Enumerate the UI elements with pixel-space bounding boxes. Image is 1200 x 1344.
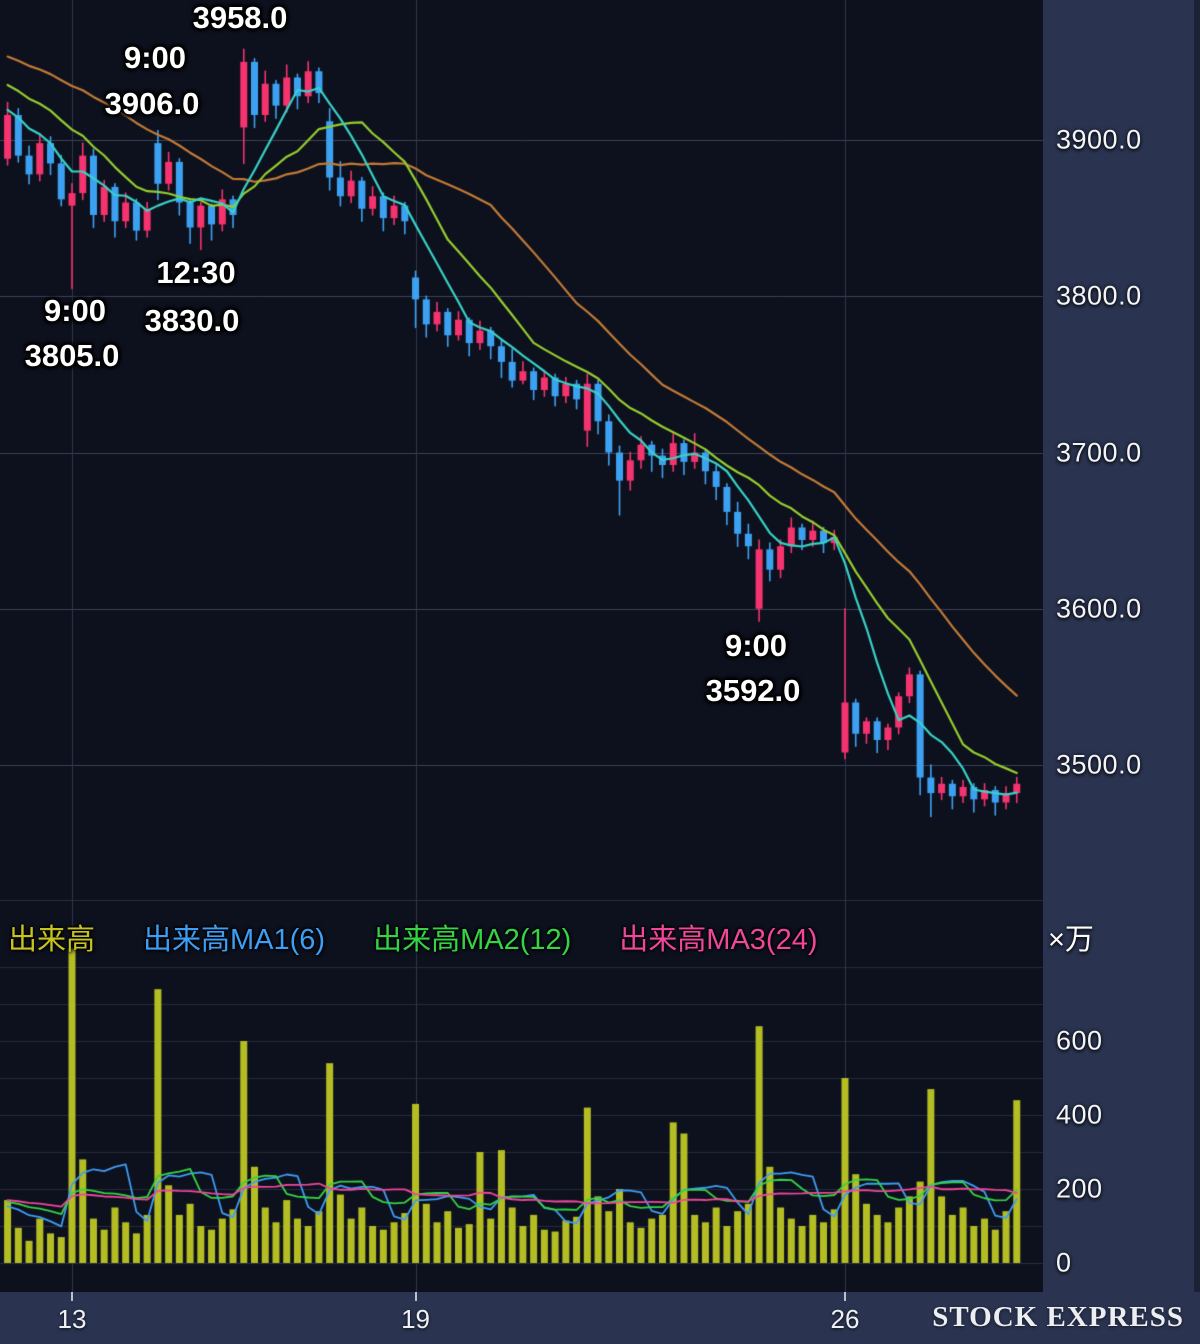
price-axis-label: 3500.0 xyxy=(1056,749,1142,780)
price-annotation: 9:00 xyxy=(724,628,788,663)
app-watermark: STOCK EXPRESS xyxy=(932,1301,1184,1333)
date-tick-label: 19 xyxy=(401,1304,431,1334)
volume-legend-item[interactable]: 出来高MA3(24) xyxy=(619,924,818,956)
price-annotation: 3592.0 xyxy=(705,673,801,708)
price-annotation: 3805.0 xyxy=(24,338,120,373)
price-annotation: 3958.0 xyxy=(192,0,288,35)
price-annotation: 12:30 xyxy=(156,255,236,290)
date-tick-mark xyxy=(843,1292,846,1301)
price-annotation: 3906.0 xyxy=(104,86,200,121)
volume-legend[interactable]: 出来高 出来高MA1(6) 出来高MA2(12) 出来高MA3(24) xyxy=(8,916,818,958)
price-axis-label: 3600.0 xyxy=(1056,593,1142,624)
price-axis-label: 3700.0 xyxy=(1056,437,1142,467)
price-axis-label: 3900.0 xyxy=(1056,124,1142,155)
volume-unit-label: ×万 xyxy=(1048,924,1094,956)
volume-axis-label: 200 xyxy=(1056,1173,1103,1204)
price-axis-label: 3800.0 xyxy=(1056,280,1142,311)
volume-legend-item[interactable]: 出来高 xyxy=(8,924,96,956)
date-tick-mark xyxy=(414,1292,417,1301)
price-annotation: 3830.0 xyxy=(144,303,240,338)
volume-legend-item[interactable]: 出来高MA2(12) xyxy=(373,924,572,956)
volume-axis-label: 0 xyxy=(1056,1247,1072,1278)
date-tick-label: 13 xyxy=(57,1304,87,1334)
volume-axis-label: 400 xyxy=(1056,1099,1103,1130)
price-annotation: 9:00 xyxy=(43,293,107,328)
volume-legend-item[interactable]: 出来高MA1(6) xyxy=(143,924,326,956)
date-tick-label: 26 xyxy=(830,1304,860,1334)
date-tick-mark xyxy=(70,1292,73,1301)
price-annotation: 9:00 xyxy=(123,40,187,75)
volume-axis-label: 600 xyxy=(1056,1025,1103,1056)
